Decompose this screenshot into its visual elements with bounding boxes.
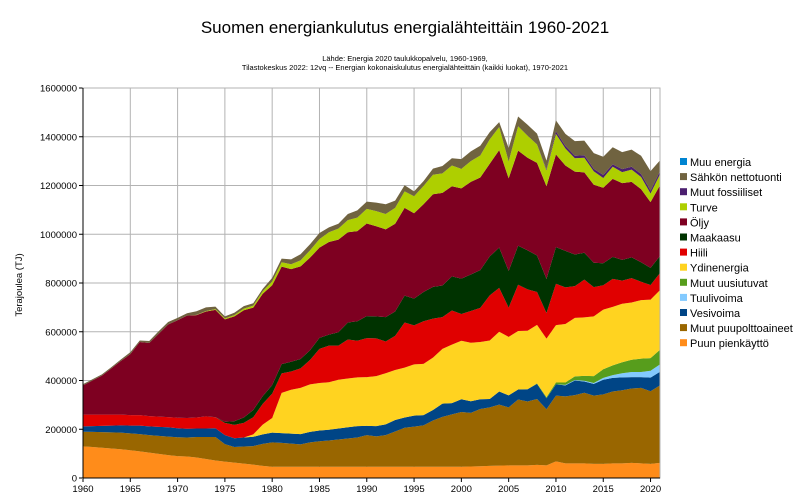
- x-tick-label: 2005: [498, 484, 519, 495]
- legend-swatch-muu-energia: [680, 158, 687, 165]
- legend-label-ydinenergia: Ydinenergia: [690, 263, 750, 275]
- legend-label-muut-puupolttoaineet: Muut puupolttoaineet: [690, 323, 793, 335]
- legend-swatch-maakaasu: [680, 233, 687, 241]
- legend-label-oljy: Öljy: [690, 217, 709, 229]
- y-tick-label: 0: [72, 474, 77, 485]
- legend-label-muu-energia: Muu energia: [690, 157, 752, 169]
- area-maakaasu: [83, 245, 660, 425]
- x-tick-label: 1970: [167, 484, 188, 495]
- x-tick-label: 1960: [72, 484, 93, 495]
- legend-swatch-puun-pienkaytto: [680, 339, 687, 347]
- legend-swatch-muut-puupolttoaineet: [680, 324, 687, 332]
- x-tick-label: 1965: [120, 484, 141, 495]
- legend-swatch-hiili: [680, 248, 687, 256]
- chart-title: Suomen energiankulutus energialähteittäi…: [201, 18, 609, 37]
- y-tick-label: 1600000: [40, 84, 77, 95]
- x-tick-label: 1990: [356, 484, 377, 495]
- legend-label-maakaasu: Maakaasu: [690, 233, 741, 245]
- x-tick-label: 2010: [545, 484, 566, 495]
- tick-labels: 0 200000 400000 600000 800000 1000000 1200000 1…: [40, 84, 661, 496]
- legend-swatch-muut-fossiiliset: [680, 188, 687, 196]
- y-tick-label: 800000: [45, 279, 77, 290]
- legend-label-tuulivoima: Tuulivoima: [690, 293, 744, 305]
- y-axis-label: Terajoulea (TJ): [14, 253, 25, 316]
- legend-label-muut-fossiiliset: Muut fossiiliset: [690, 187, 762, 199]
- area-vesivoima: [83, 371, 660, 448]
- area-muut-puupolttoaineet: [83, 385, 660, 467]
- y-tick-label: 200000: [45, 425, 77, 436]
- area-ydinenergia: [83, 290, 660, 439]
- legend-swatch-vesivoima: [680, 309, 687, 316]
- area-oljy: [83, 150, 660, 422]
- legend-label-puun-pienkaytto: Puun pienkäyttö: [690, 338, 769, 350]
- area-series-group: [83, 116, 660, 478]
- x-tick-label: 1975: [214, 484, 235, 495]
- x-tick-label: 1995: [403, 484, 424, 495]
- chart-subtitle-line-2: Tilastokeskus 2022: 12vq -- Energian kok…: [242, 63, 568, 72]
- x-tick-label: 2015: [593, 484, 614, 495]
- legend-label-turve: Turve: [690, 202, 718, 214]
- y-tick-label: 1400000: [40, 132, 77, 143]
- legend-label-sahkon-nettotuonti: Sähkön nettotuonti: [690, 172, 782, 184]
- x-tick-label: 2000: [451, 484, 472, 495]
- legend-swatch-turve: [680, 203, 687, 211]
- y-tick-label: 600000: [45, 327, 77, 338]
- legend-swatch-sahkon-nettotuonti: [680, 173, 687, 181]
- x-tick-label: 2020: [640, 484, 661, 495]
- legend-label-hiili: Hiili: [690, 248, 708, 260]
- area-puun-pienkaytto: [83, 446, 660, 478]
- y-tick-label: 1200000: [40, 181, 77, 192]
- y-tick-label: 1000000: [40, 230, 77, 241]
- legend-swatch-muut-uusiutuvat: [680, 278, 687, 286]
- legend-label-muut-uusiutuvat: Muut uusiutuvat: [690, 278, 768, 290]
- legend-swatch-tuulivoima: [680, 293, 687, 301]
- area-hiili: [83, 273, 660, 439]
- legend-swatch-oljy: [680, 218, 687, 226]
- x-tick-label: 1980: [262, 484, 283, 495]
- y-tick-label: 400000: [45, 376, 77, 387]
- axes: [79, 87, 661, 482]
- legend-swatch-ydinenergia: [680, 263, 687, 271]
- legend-label-vesivoima: Vesivoima: [690, 308, 741, 320]
- legend: Muu energia Sähkön nettotuonti Muut fossii…: [680, 157, 793, 350]
- chart-subtitle-line-1: Lähde: Energia 2020 taulukkopalvelu, 196…: [322, 54, 488, 63]
- x-tick-label: 1985: [309, 484, 330, 495]
